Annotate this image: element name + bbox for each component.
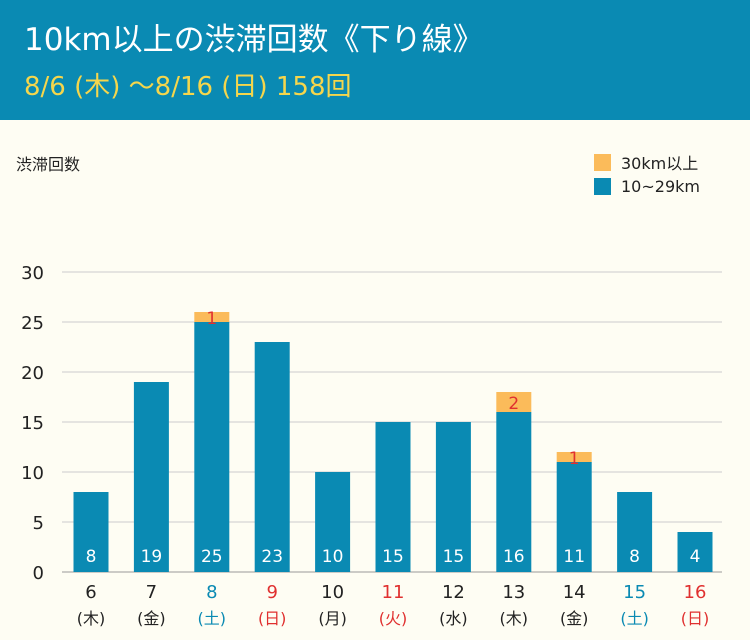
bar-30km-plus (556, 452, 592, 462)
bar-10-29km (73, 492, 109, 572)
y-tick-label: 20 (21, 363, 44, 384)
bar-10-29km (617, 492, 653, 572)
bar-value-label: 16 (503, 547, 525, 567)
x-tick-weekday-label: (土) (198, 609, 227, 628)
x-tick-weekday-label: (金) (137, 609, 166, 628)
x-tick-day-label: 12 (442, 582, 465, 603)
x-tick-day-label: 8 (206, 582, 217, 603)
bar-value-label-30plus: 1 (569, 449, 580, 469)
legend-item-30plus: 30km以上 (594, 150, 700, 174)
x-tick-weekday-label: (土) (620, 609, 649, 628)
header-banner: 10km以上の渋滞回数《下り線》 8/6 (木) ～8/16 (日) 158回 (0, 0, 750, 120)
y-tick-label: 25 (21, 313, 44, 334)
x-tick-weekday-label: (日) (258, 609, 287, 628)
bar-value-label: 11 (563, 547, 585, 567)
bar-value-label: 15 (382, 547, 404, 567)
chart-title: 10km以上の渋滞回数《下り線》 (24, 22, 484, 58)
y-tick-label: 30 (21, 263, 44, 284)
bar-10-29km (315, 472, 351, 572)
bar-value-label: 23 (261, 547, 283, 567)
y-tick-label: 5 (33, 513, 44, 534)
x-tick-day-label: 16 (684, 582, 707, 603)
x-tick-weekday-label: (月) (318, 609, 347, 628)
legend-swatch-10-29 (594, 177, 611, 195)
x-tick-weekday-label: (金) (560, 609, 589, 628)
bar-value-label: 15 (443, 547, 465, 567)
bar-value-label-30plus: 1 (206, 309, 217, 329)
legend-item-10-29: 10~29km (594, 174, 700, 198)
bar-10-29km (677, 532, 713, 572)
legend: 30km以上 10~29km (594, 150, 700, 198)
legend-label-30plus: 30km以上 (621, 154, 699, 173)
x-tick-day-label: 15 (623, 582, 646, 603)
y-tick-label: 10 (21, 463, 44, 484)
bar-10-29km (435, 422, 471, 572)
x-tick-day-label: 10 (321, 582, 344, 603)
y-tick-label: 15 (21, 413, 44, 434)
bar-10-29km (496, 412, 532, 572)
bar-value-label: 8 (86, 547, 97, 567)
bar-value-label: 19 (141, 547, 163, 567)
x-tick-weekday-label: (水) (439, 609, 468, 628)
x-tick-weekday-label: (木) (77, 609, 106, 628)
x-tick-day-label: 7 (146, 582, 157, 603)
bar-value-label-30plus: 2 (508, 394, 519, 414)
bar-10-29km (375, 422, 411, 572)
bar-value-label: 4 (690, 547, 701, 567)
bar-10-29km (194, 322, 230, 572)
bar-value-label: 25 (201, 547, 223, 567)
chart-subtitle: 8/6 (木) ～8/16 (日) 158回 (24, 72, 352, 102)
bar-value-label: 10 (322, 547, 344, 567)
x-tick-day-label: 14 (563, 582, 586, 603)
x-tick-day-label: 6 (85, 582, 96, 603)
bar-value-label: 8 (629, 547, 640, 567)
x-tick-weekday-label: (火) (379, 609, 408, 628)
x-tick-day-label: 9 (266, 582, 277, 603)
bar-10-29km (254, 342, 290, 572)
legend-swatch-30plus (594, 153, 611, 171)
x-tick-weekday-label: (木) (500, 609, 529, 628)
bar-30km-plus (194, 312, 230, 322)
bar-10-29km (556, 462, 592, 572)
x-tick-day-label: 11 (382, 582, 405, 603)
legend-label-10-29: 10~29km (621, 176, 700, 196)
bar-30km-plus (496, 392, 532, 412)
x-tick-weekday-label: (日) (681, 609, 710, 628)
x-tick-day-label: 13 (502, 582, 525, 603)
bar-10-29km (133, 382, 169, 572)
y-tick-label: 0 (33, 563, 44, 584)
y-axis-label: 渋滞回数 (16, 155, 81, 174)
